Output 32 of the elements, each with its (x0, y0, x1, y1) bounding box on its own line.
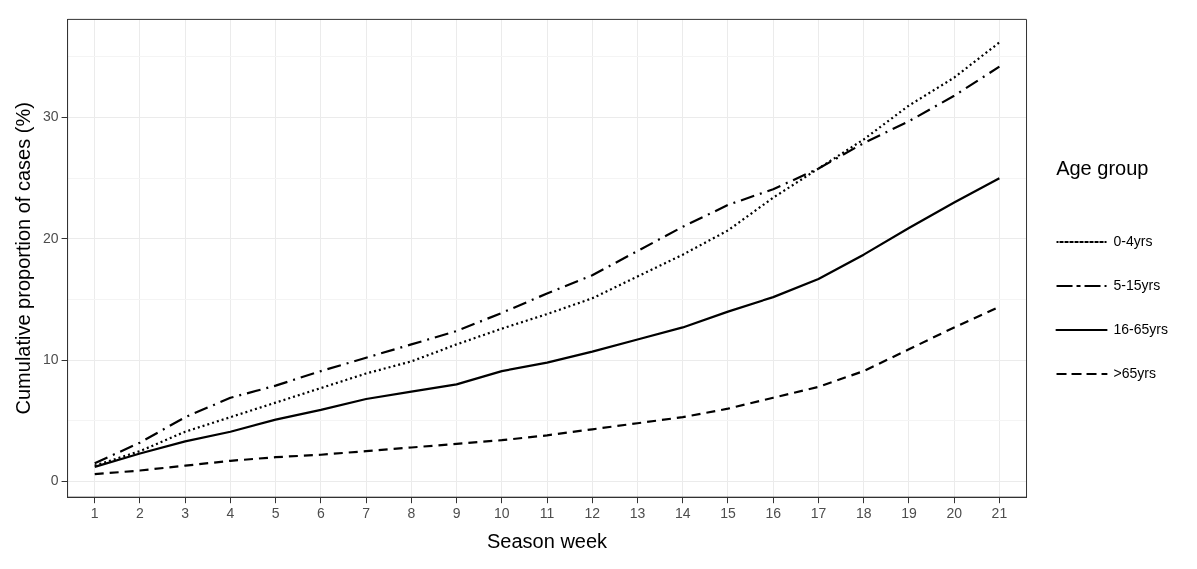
x-tick-label: 2 (136, 505, 145, 522)
x-tick-label: 20 (946, 505, 963, 522)
x-tick-label: 4 (226, 505, 235, 522)
x-tick-label: 12 (584, 505, 601, 522)
x-tick-label: 17 (810, 505, 827, 522)
x-tick-label: 9 (452, 505, 461, 522)
x-tick-label: 1 (90, 505, 99, 522)
y-tick-label: 10 (42, 351, 59, 368)
y-tick-label: 20 (42, 229, 59, 246)
x-tick-label: 19 (901, 505, 917, 522)
x-tick-label: 3 (181, 505, 190, 522)
x-tick-label: 10 (494, 505, 510, 522)
legend-title: Age group (1056, 156, 1149, 179)
y-tick-label: 0 (50, 472, 59, 489)
y-axis-title: Cumulative proportion of cases (%) (11, 102, 34, 415)
y-tick-label: 30 (42, 108, 59, 125)
x-tick-label: 21 (991, 505, 1008, 522)
x-tick-label: 15 (720, 505, 736, 522)
legend-label: 0-4yrs (1113, 232, 1153, 249)
x-tick-label: 14 (674, 505, 691, 522)
x-tick-label: 18 (855, 505, 872, 522)
x-tick-label: 5 (271, 505, 280, 522)
x-tick-label: 16 (765, 505, 782, 522)
legend-label: >65yrs (1113, 364, 1156, 381)
x-tick-label: 8 (407, 505, 416, 522)
x-tick-label: 6 (316, 505, 325, 522)
x-tick-label: 11 (539, 505, 555, 522)
x-tick-label: 7 (362, 505, 371, 522)
x-tick-label: 13 (629, 505, 646, 522)
legend-label: 16-65yrs (1113, 320, 1168, 337)
x-axis-title: Season week (487, 529, 609, 552)
legend-label: 5-15yrs (1113, 276, 1161, 293)
